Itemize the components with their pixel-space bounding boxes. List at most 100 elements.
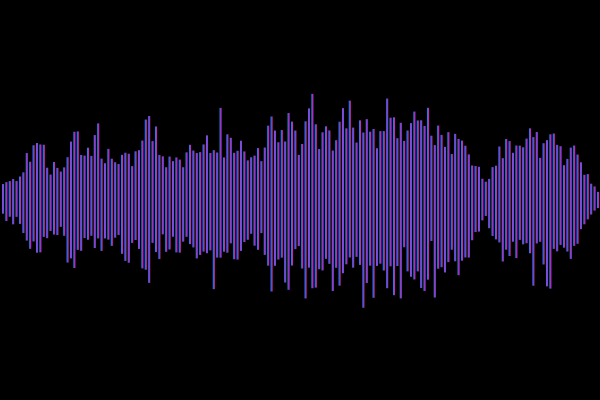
waveform-bar (32, 145, 35, 242)
waveform-bar (12, 179, 15, 225)
waveform-bar (430, 135, 433, 241)
waveform-bar (420, 120, 423, 288)
waveform-bar (355, 142, 358, 257)
waveform-bar (192, 150, 195, 248)
waveform-bar (56, 167, 59, 236)
waveform-bar (107, 148, 110, 240)
waveform-bar (114, 162, 117, 238)
waveform-bar (22, 172, 25, 234)
waveform-bar (331, 150, 334, 292)
waveform-bar (379, 131, 382, 264)
waveform-bar (467, 154, 470, 258)
waveform-bar (399, 122, 402, 299)
waveform-bar (532, 137, 535, 286)
waveform-bar (433, 145, 436, 298)
waveform-bar (284, 141, 287, 283)
waveform-bar (257, 148, 259, 250)
waveform-bar (178, 159, 181, 253)
waveform-bar (508, 141, 511, 257)
waveform-bar (42, 144, 45, 237)
waveform-bar (287, 112, 290, 290)
waveform-bar (270, 116, 273, 292)
waveform-bar (450, 154, 453, 250)
waveform-bar (2, 184, 4, 214)
waveform-bar (233, 152, 236, 260)
waveform-bar (597, 191, 599, 209)
waveform-bar (481, 178, 484, 221)
waveform-bar (280, 130, 283, 258)
waveform-bar (535, 132, 538, 244)
waveform-bar (549, 134, 552, 289)
waveform-bar (155, 126, 157, 253)
waveform-bar (70, 141, 72, 259)
waveform-bar (229, 137, 232, 244)
waveform-bar (90, 155, 93, 236)
waveform-bar (539, 157, 542, 242)
waveform-bar (586, 174, 589, 220)
waveform-bar (240, 140, 242, 251)
waveform-bar (110, 158, 113, 246)
waveform-bar (362, 132, 365, 308)
waveform-bar (498, 146, 501, 243)
waveform-bar (335, 140, 338, 268)
waveform-bar (46, 167, 49, 239)
waveform-bar (127, 153, 130, 263)
waveform-bar (104, 163, 106, 239)
waveform-bar (593, 186, 596, 211)
waveform-bar (457, 138, 460, 276)
waveform-bar (376, 148, 378, 266)
waveform-bar (53, 161, 55, 235)
waveform-bar (297, 154, 300, 247)
waveform-bar (182, 167, 185, 242)
waveform-bar (416, 120, 419, 272)
waveform-bar (304, 121, 307, 299)
waveform-bar (117, 164, 120, 235)
waveform-bar (525, 138, 528, 244)
waveform-bar (478, 166, 480, 232)
waveform-bar (93, 135, 96, 249)
waveform-bar (158, 154, 161, 260)
waveform-bar (277, 142, 280, 260)
waveform-bar (124, 152, 127, 261)
waveform-bar (59, 171, 62, 227)
waveform-bar (365, 119, 368, 283)
waveform-bar (195, 153, 198, 259)
waveform-bar (403, 140, 406, 248)
waveform-bar (413, 111, 416, 280)
waveform-bar (66, 157, 69, 263)
waveform-bar (76, 131, 79, 250)
waveform-bar (382, 131, 385, 271)
waveform-bar (25, 153, 28, 241)
waveform-bar (199, 152, 202, 255)
waveform-bar (19, 176, 21, 224)
waveform-bar (212, 150, 215, 290)
waveform-bar (522, 147, 525, 245)
waveform-bar (175, 157, 178, 253)
waveform-bar (29, 161, 32, 249)
waveform-bar (569, 147, 572, 259)
waveform-bar (501, 158, 504, 262)
waveform-bar (580, 162, 582, 230)
waveform-bar (141, 140, 144, 269)
waveform-bar (202, 144, 205, 252)
waveform-bar-group (2, 93, 599, 308)
waveform-bar (39, 144, 42, 253)
waveform-bar (342, 108, 344, 274)
waveform-bar (5, 182, 8, 221)
waveform-bar (440, 134, 443, 268)
waveform-bar (352, 127, 355, 268)
waveform-bar (250, 157, 253, 234)
waveform-bar (552, 133, 555, 249)
waveform-bar (389, 117, 392, 267)
waveform-bar (134, 151, 137, 240)
waveform-bar (566, 158, 569, 252)
waveform-bar (294, 130, 297, 250)
waveform-bar (189, 144, 191, 245)
waveform-bar (471, 165, 474, 241)
waveform-bar (144, 119, 147, 270)
waveform-bar (260, 161, 263, 234)
waveform-bar (138, 150, 140, 249)
waveform-bar (345, 128, 348, 265)
waveform-bar (100, 158, 103, 251)
waveform-bar (444, 146, 446, 273)
